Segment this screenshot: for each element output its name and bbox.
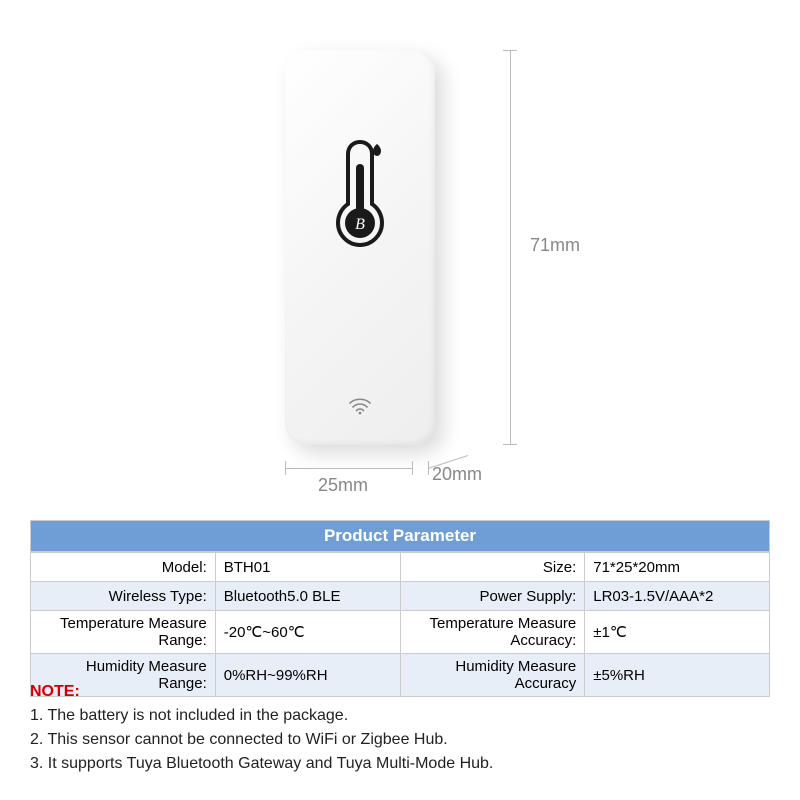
dim-line-width xyxy=(285,468,413,469)
table-row: Wireless Type: Bluetooth5.0 BLE Power Su… xyxy=(31,582,770,611)
param-key: Model: xyxy=(31,553,216,582)
dim-height-label: 71mm xyxy=(530,235,580,256)
product-image-area: B 71mm 25mm 20mm xyxy=(0,0,800,490)
notes-section: NOTE: 1. The battery is not included in … xyxy=(30,680,770,776)
note-line: 1. The battery is not included in the pa… xyxy=(30,707,348,724)
dim-cap xyxy=(428,461,429,475)
note-line: 2. This sensor cannot be connected to Wi… xyxy=(30,731,448,748)
dim-cap xyxy=(503,50,517,51)
note-line: 3. It supports Tuya Bluetooth Gateway an… xyxy=(30,755,493,772)
param-val: LR03-1.5V/AAA*2 xyxy=(585,582,770,611)
param-val: 71*25*20mm xyxy=(585,553,770,582)
table-row: Temperature Measure Range: -20℃~60℃ Temp… xyxy=(31,611,770,654)
dim-cap xyxy=(412,461,413,475)
param-val: ±1℃ xyxy=(585,611,770,654)
svg-text:B: B xyxy=(355,216,365,233)
thermometer-icon: B xyxy=(325,132,395,252)
parameter-table: Product Parameter Model: BTH01 Size: 71*… xyxy=(30,520,770,697)
note-title: NOTE: xyxy=(30,683,80,700)
device-body: B xyxy=(285,50,435,445)
dim-depth-label: 20mm xyxy=(432,464,482,485)
param-key: Size: xyxy=(400,553,585,582)
dim-line-height xyxy=(510,50,511,445)
dim-width-label: 25mm xyxy=(318,475,368,496)
param-key: Temperature Measure Range: xyxy=(31,611,216,654)
param-key: Power Supply: xyxy=(400,582,585,611)
dim-cap xyxy=(285,461,286,475)
param-val: -20℃~60℃ xyxy=(215,611,400,654)
param-key: Temperature Measure Accuracy: xyxy=(400,611,585,654)
wifi-icon xyxy=(348,397,372,415)
table-header: Product Parameter xyxy=(30,520,770,552)
param-val: Bluetooth5.0 BLE xyxy=(215,582,400,611)
table-row: Model: BTH01 Size: 71*25*20mm xyxy=(31,553,770,582)
param-val: BTH01 xyxy=(215,553,400,582)
param-key: Wireless Type: xyxy=(31,582,216,611)
dim-cap xyxy=(503,444,517,445)
